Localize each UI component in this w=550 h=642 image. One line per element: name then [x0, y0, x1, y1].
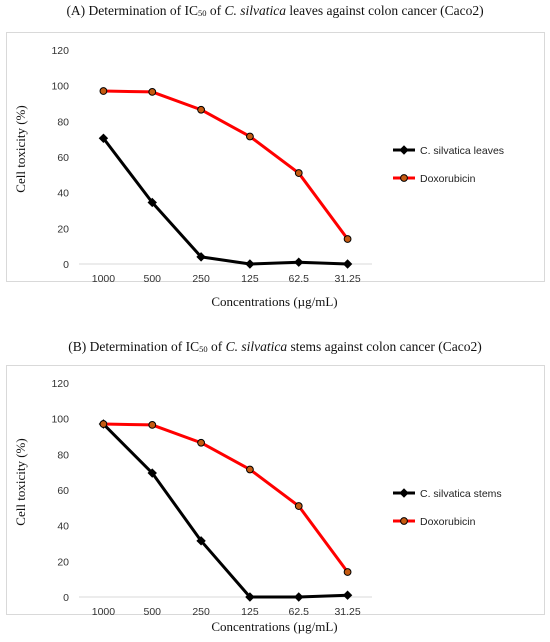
series-line-2	[103, 89, 349, 240]
data-point	[343, 235, 352, 243]
line-chart-a: 0 20 40 60 80 100 120 1000 500 250 125 62.5 31.25 C. …	[51, 45, 504, 285]
series-line-2	[103, 422, 349, 573]
y-tick-label: 60	[57, 485, 69, 497]
y-tick-label: 80	[57, 116, 69, 128]
data-point	[246, 132, 254, 141]
data-point	[147, 197, 157, 208]
x-tick-label: 1000	[92, 273, 116, 285]
data-point	[246, 465, 254, 474]
line-chart-b: 0 20 40 60 80 100 120 1000 500 250 125 62.5 31.25 C. …	[51, 378, 502, 618]
data-point	[245, 259, 255, 269]
chart-panel-b: (B) Determination of IC50 of C. silvatic…	[0, 321, 550, 642]
y-tick-label: 20	[57, 223, 69, 235]
data-point	[245, 592, 255, 602]
data-point	[148, 88, 157, 96]
legend-label-2: Doxorubicin	[420, 516, 476, 528]
data-point	[197, 105, 205, 114]
data-point	[147, 468, 157, 478]
plot-frame-b: 0 20 40 60 80 100 120 1000 500 250 125 62.5 31.25 C. …	[6, 365, 545, 618]
y-tick-label: 60	[57, 152, 69, 164]
y-axis-title-a: Cell toxicity (%)	[13, 105, 28, 193]
y-tick-label: 120	[51, 378, 69, 390]
plot-frame-a: 0 20 40 60 80 100 120 1000 500 250 125 62.5 31.25 C. …	[6, 32, 545, 285]
data-point	[98, 133, 109, 143]
data-point	[294, 502, 303, 510]
y-tick-label: 100	[51, 414, 69, 426]
data-point	[196, 252, 206, 262]
x-tick-label: 1000	[92, 606, 116, 618]
y-tick-label: 100	[51, 81, 69, 93]
data-point	[343, 568, 352, 576]
y-tick-label: 20	[57, 556, 69, 568]
x-tick-label: 250	[192, 273, 210, 285]
legend-marker	[399, 488, 409, 498]
y-tick-label: 120	[51, 45, 69, 57]
x-tick-label: 500	[143, 273, 161, 285]
x-axis-title-b: Concentrations (µg/mL)	[211, 619, 338, 634]
x-tick-label: 125	[241, 273, 259, 285]
data-point	[99, 420, 108, 428]
legend-label-2: Doxorubicin	[420, 173, 476, 185]
data-point	[342, 259, 353, 269]
data-point	[197, 438, 205, 447]
data-point	[294, 257, 304, 267]
legend-label-1: C. silvatica stems	[420, 488, 502, 500]
legend-marker	[400, 517, 408, 525]
data-point	[196, 536, 206, 546]
series-line-1	[102, 137, 348, 266]
x-tick-label: 62.5	[289, 273, 310, 285]
x-axis-title-a: Concentrations (µg/mL)	[211, 294, 338, 309]
chart-panel-a: (A) Determination of IC50 of C. silvatic…	[6, 3, 545, 309]
data-point	[294, 169, 303, 177]
y-tick-label: 40	[57, 188, 69, 200]
y-tick-label: 40	[57, 521, 69, 533]
chart-title-b: (B) Determination of IC50 of C. silvatic…	[68, 339, 482, 354]
chart-title-a: (A) Determination of IC50 of C. silvatic…	[66, 3, 484, 18]
series-line-1	[102, 422, 348, 599]
x-tick-label: 31.25	[334, 273, 360, 285]
data-point	[342, 590, 353, 600]
x-tick-label: 250	[192, 606, 210, 618]
x-tick-label: 500	[143, 606, 161, 618]
legend-marker	[399, 145, 409, 155]
y-tick-label: 80	[57, 449, 69, 461]
data-point	[294, 592, 304, 602]
data-point	[99, 87, 108, 95]
x-tick-label: 62.5	[289, 606, 310, 618]
data-point	[148, 421, 157, 429]
y-tick-label: 0	[63, 259, 69, 271]
legend-label-1: C. silvatica leaves	[420, 145, 504, 157]
x-tick-label: 31.25	[334, 606, 360, 618]
x-tick-label: 125	[241, 606, 259, 618]
legend-marker	[400, 174, 408, 182]
y-tick-label: 0	[63, 592, 69, 604]
y-axis-title-b: Cell toxicity (%)	[13, 438, 28, 526]
